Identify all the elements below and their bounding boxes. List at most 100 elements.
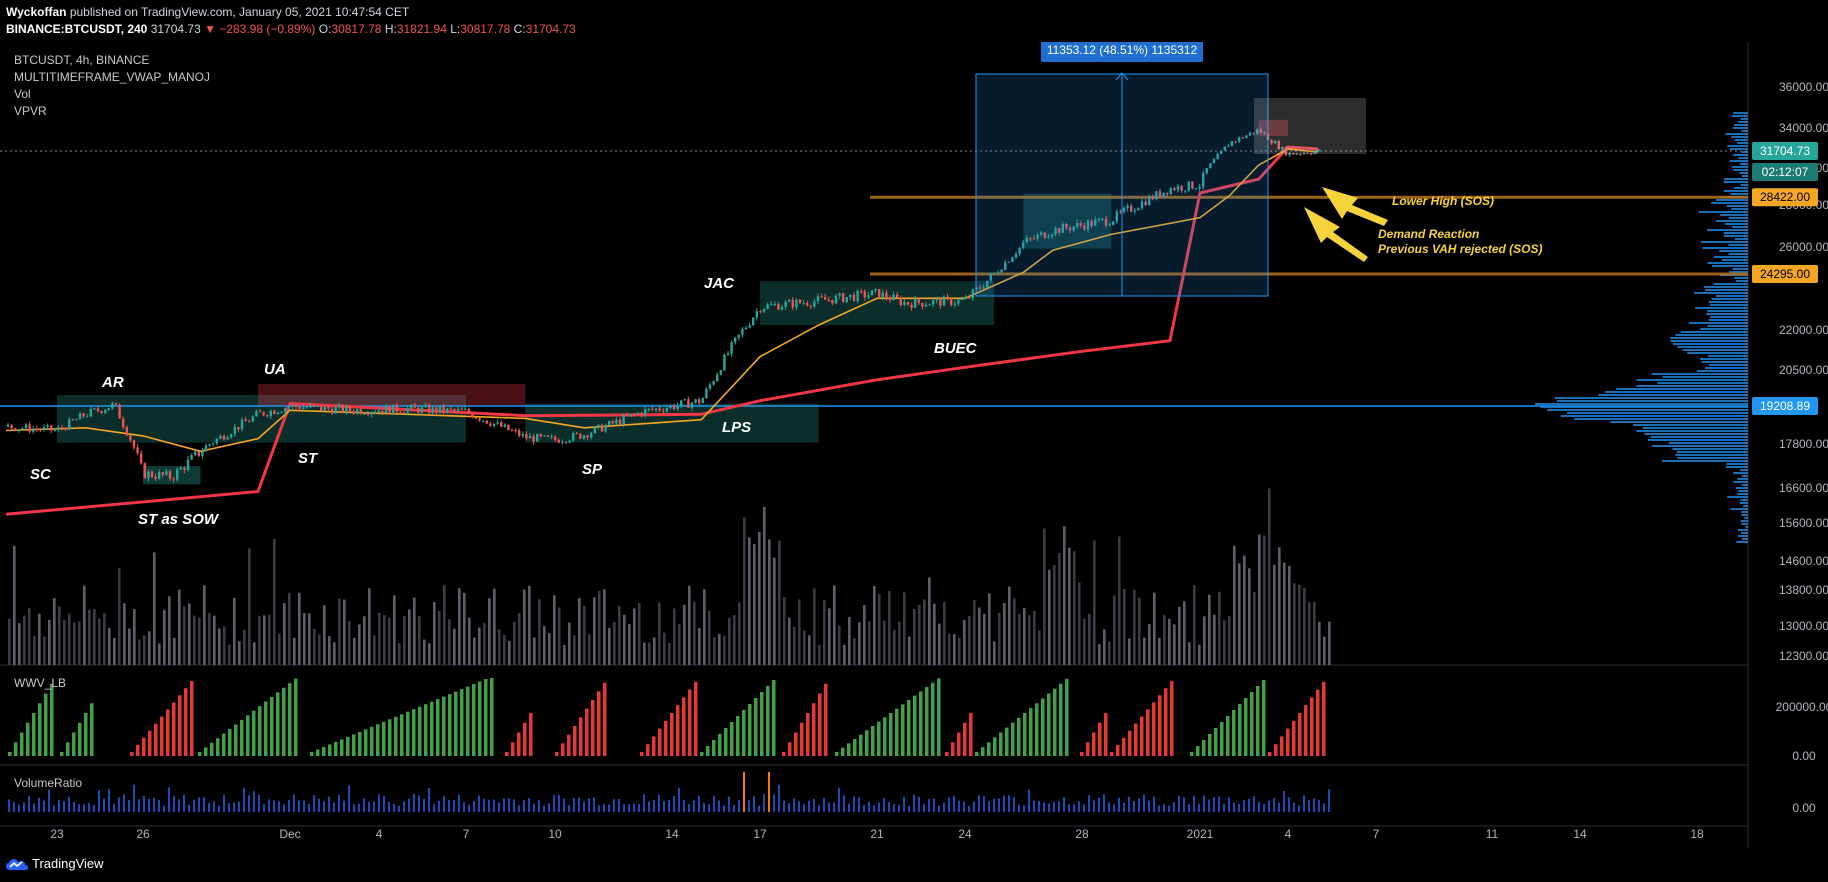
candle: [323, 405, 326, 411]
volume-ratio-bar: [913, 794, 915, 812]
candle: [107, 408, 110, 411]
candle: [1000, 268, 1003, 273]
candle: [1126, 203, 1129, 212]
volume-ratio-bar: [658, 794, 660, 812]
wwv-bar: [472, 684, 476, 756]
candle: [320, 405, 323, 412]
volume-ratio-bar: [508, 798, 510, 812]
volume-bar: [1093, 540, 1096, 665]
volume-bar: [53, 598, 56, 665]
candle: [1166, 192, 1169, 198]
vpvr-bar: [1705, 289, 1748, 291]
pane-title-volume-ratio[interactable]: VolumeRatio: [14, 776, 83, 790]
candle: [946, 293, 949, 301]
vpvr-bar: [1650, 436, 1748, 438]
volume-bar: [853, 637, 856, 665]
volume-ratio-bar: [518, 805, 520, 812]
candle: [424, 402, 427, 408]
wwv-bar: [38, 703, 42, 756]
wwv-bar: [919, 691, 923, 756]
candle: [496, 419, 499, 425]
time-tick-label: 23: [50, 827, 64, 841]
vpvr-bar: [1695, 307, 1748, 309]
volume-bar: [173, 637, 176, 665]
volume-bar: [1008, 586, 1011, 665]
candle: [64, 427, 67, 432]
volume-bar: [563, 644, 566, 665]
volume-bar: [588, 634, 591, 665]
candle: [921, 302, 924, 310]
volume-ratio-bar: [218, 805, 220, 812]
vwap-fast-line: [5, 148, 1319, 453]
candle: [482, 420, 485, 423]
wwv-bar: [511, 742, 515, 756]
chart-header: Wyckoffan published on TradingView.com, …: [0, 0, 1828, 42]
volume-bar: [268, 614, 271, 665]
volume-bar: [1193, 585, 1196, 665]
tradingview-logo[interactable]: TradingView: [6, 856, 104, 871]
wwv-bar: [370, 726, 374, 756]
wwv-bar: [178, 695, 182, 756]
measure-tool[interactable]: 11353.12 (48.51%) 1135312: [975, 42, 1269, 297]
time-tick-label: 17: [753, 827, 767, 841]
legend-symbol[interactable]: BTCUSDT, 4h, BINANCE: [14, 53, 150, 67]
candle: [924, 301, 928, 308]
volume-ratio-bar: [833, 802, 835, 812]
volume-ratio-bar: [1263, 803, 1265, 812]
wwv-bar: [640, 752, 644, 756]
vpvr-bar: [1707, 262, 1748, 264]
volume-ratio-bar: [388, 801, 390, 812]
volume-ratio-bar: [438, 800, 440, 812]
volume-bar: [1118, 536, 1121, 665]
vpvr-bar: [1700, 328, 1748, 330]
pane-title-wwv[interactable]: WWV_LB: [14, 676, 67, 690]
wyckoff-label-ar: AR: [102, 374, 124, 391]
volume-bar: [153, 552, 156, 665]
volume-ratio-bar: [1013, 797, 1015, 812]
candle: [392, 404, 395, 414]
candle: [276, 412, 280, 415]
candle: [309, 402, 312, 409]
candle: [417, 406, 420, 415]
volume-ratio-bar: [1273, 798, 1275, 812]
volume-bar: [558, 607, 561, 665]
vpvr-bar: [1740, 532, 1748, 534]
candle: [896, 292, 899, 299]
candle: [298, 405, 301, 411]
volume-bar: [723, 635, 726, 665]
volume-bar: [1028, 615, 1031, 665]
volume-ratio-bar: [1243, 800, 1245, 812]
candle: [597, 424, 600, 430]
volume-ratio-bar: [748, 800, 750, 812]
candle: [230, 433, 233, 439]
zone-3: [525, 403, 819, 443]
candle: [1295, 152, 1298, 156]
time-axis[interactable]: 23 26 Dec 4 7 10 14 17 21 24 28 2021 4 7 11 14 18: [50, 827, 1704, 841]
candle: [345, 404, 348, 416]
candle: [1259, 127, 1262, 134]
wwv-bar: [66, 742, 70, 756]
wwv-bar: [418, 706, 422, 756]
wwv-bar: [316, 749, 320, 756]
candle: [780, 304, 784, 311]
vpvr-bar: [1706, 313, 1748, 315]
author-name[interactable]: Wyckoffan: [6, 5, 67, 19]
candle: [302, 404, 305, 410]
legend-indicator-vol[interactable]: Vol: [14, 87, 31, 101]
vpvr-bar: [1741, 514, 1748, 516]
symbol-line[interactable]: BINANCE:BTCUSDT, 240: [6, 22, 148, 36]
legend-indicator-vwap[interactable]: MULTITIMEFRAME_VWAP_MANOJ: [14, 70, 211, 84]
volume-bar: [283, 603, 286, 665]
volume-bar: [83, 585, 86, 665]
vpvr-bar: [1723, 235, 1748, 237]
candle: [582, 434, 586, 441]
candle: [752, 316, 755, 327]
wyckoff-label-ua: UA: [264, 361, 286, 378]
candle: [1241, 136, 1244, 139]
volume-bar: [73, 622, 76, 665]
legend-indicator-vpvr[interactable]: VPVR: [14, 104, 47, 118]
vpvr-bar: [1740, 499, 1748, 501]
volume-ratio-bar: [613, 799, 615, 812]
candle: [762, 308, 766, 314]
chart-canvas[interactable]: 11353.12 (48.51%) 1135312 36000.00 34000.…: [0, 42, 1828, 848]
